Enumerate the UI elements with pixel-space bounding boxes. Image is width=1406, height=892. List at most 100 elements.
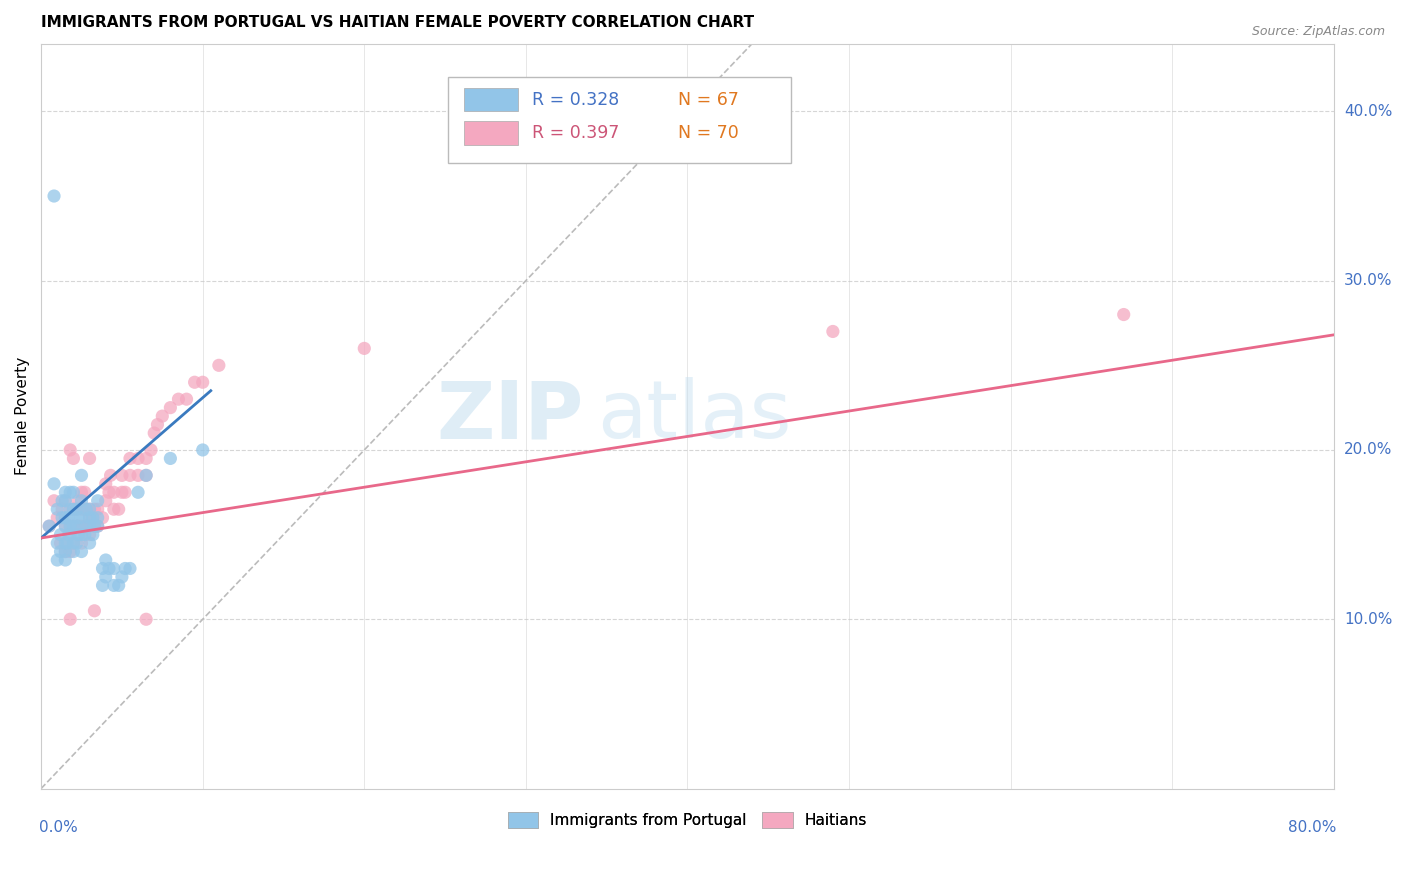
Point (98, 485, 121, 500)
Point (114, 485, 136, 500)
Point (59, 485, 82, 500)
Text: IMMIGRANTS FROM PORTUGAL VS HAITIAN FEMALE POVERTY CORRELATION CHART: IMMIGRANTS FROM PORTUGAL VS HAITIAN FEMA… (41, 15, 754, 30)
Point (135, 451, 157, 466)
Point (83, 519, 105, 533)
Point (59, 519, 82, 533)
Point (66, 519, 89, 533)
Point (191, 376, 214, 390)
FancyBboxPatch shape (464, 87, 517, 112)
Point (135, 468, 157, 483)
Point (66, 502, 89, 516)
Text: atlas: atlas (598, 377, 792, 455)
Point (94, 553, 117, 567)
Point (127, 468, 149, 483)
Point (82, 510, 104, 524)
Point (83, 519, 105, 533)
Point (53, 519, 76, 533)
Point (38, 519, 60, 533)
Point (70, 536, 93, 550)
Text: 10.0%: 10.0% (1344, 612, 1392, 627)
Point (62, 502, 84, 516)
Point (70, 468, 93, 483)
Point (42, 493, 65, 508)
Point (51, 510, 73, 524)
Point (66, 502, 89, 516)
Point (79, 510, 101, 524)
Point (58, 527, 80, 541)
Point (83, 502, 105, 516)
Point (62, 502, 84, 516)
Point (127, 485, 149, 500)
Point (70, 510, 93, 524)
Point (118, 561, 141, 575)
Point (91, 578, 114, 592)
Point (53, 519, 76, 533)
Legend: Immigrants from Portugal, Haitians: Immigrants from Portugal, Haitians (502, 806, 873, 835)
Point (70, 502, 93, 516)
Point (66, 519, 89, 533)
Text: Source: ZipAtlas.com: Source: ZipAtlas.com (1251, 25, 1385, 38)
Point (79, 519, 101, 533)
Point (62, 544, 84, 558)
Point (70, 527, 93, 541)
Point (70, 519, 93, 533)
Point (127, 451, 149, 466)
Point (139, 442, 162, 457)
Point (58, 510, 80, 524)
Point (62, 536, 84, 550)
Point (62, 451, 84, 466)
Point (73, 485, 96, 500)
Point (42, 189, 65, 203)
Point (91, 510, 114, 524)
Point (183, 376, 205, 390)
Text: N = 70: N = 70 (679, 124, 740, 142)
Point (79, 502, 101, 516)
Point (75, 502, 97, 516)
Point (82, 510, 104, 524)
Point (46, 536, 69, 550)
Point (70, 485, 93, 500)
Point (103, 578, 125, 592)
Point (159, 401, 181, 415)
Point (167, 392, 190, 407)
Point (59, 519, 82, 533)
Point (107, 578, 129, 592)
Point (79, 502, 101, 516)
Point (821, 325, 844, 339)
Point (107, 502, 129, 516)
Point (62, 519, 84, 533)
Point (75, 519, 97, 533)
Text: R = 0.328: R = 0.328 (533, 90, 620, 109)
Point (159, 451, 181, 466)
Point (111, 485, 134, 500)
Point (67, 527, 90, 541)
Point (91, 561, 114, 575)
Point (353, 342, 375, 356)
Text: 20.0%: 20.0% (1344, 442, 1392, 458)
Point (53, 485, 76, 500)
Text: 0.0%: 0.0% (38, 820, 77, 835)
Text: 30.0%: 30.0% (1344, 273, 1392, 288)
Point (67, 493, 90, 508)
Point (49, 536, 72, 550)
Text: R = 0.397: R = 0.397 (533, 124, 620, 142)
Point (53, 544, 76, 558)
Point (38, 519, 60, 533)
Point (103, 561, 125, 575)
Point (150, 409, 173, 423)
Point (67, 519, 90, 533)
Point (73, 519, 96, 533)
Point (83, 604, 105, 618)
Point (67, 510, 90, 524)
FancyBboxPatch shape (449, 78, 790, 163)
Y-axis label: Female Poverty: Female Poverty (15, 357, 30, 475)
Point (118, 451, 141, 466)
Point (62, 519, 84, 533)
FancyBboxPatch shape (464, 121, 517, 145)
Text: ZIP: ZIP (437, 377, 583, 455)
Text: 40.0%: 40.0% (1344, 103, 1392, 119)
Point (111, 570, 134, 584)
Point (86, 510, 108, 524)
Point (59, 442, 82, 457)
Point (111, 468, 134, 483)
